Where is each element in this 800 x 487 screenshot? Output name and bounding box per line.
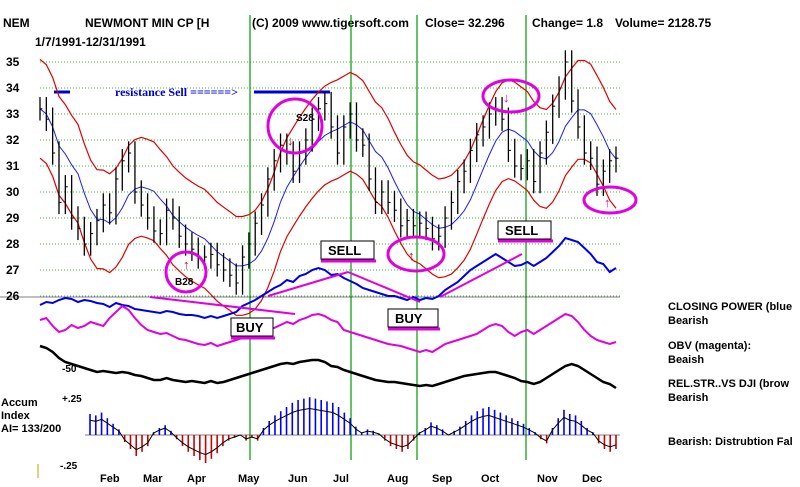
month-tick-label: Apr bbox=[187, 473, 207, 485]
accum-ma-line bbox=[89, 407, 617, 456]
rel-str-title: REL.STR..VS DJI (brow bbox=[668, 378, 789, 390]
ai-value: AI= 133/200 bbox=[1, 423, 61, 435]
s28-label: S28 bbox=[296, 113, 314, 124]
up-arrow-icon: ↑ bbox=[183, 257, 190, 272]
ticker-label: NEM bbox=[3, 16, 30, 30]
down-arrow-icon: ↓ bbox=[503, 90, 510, 105]
indicator-lines bbox=[39, 236, 617, 390]
y-tick-label: 32 bbox=[6, 133, 20, 147]
accum-tick-top: +.25 bbox=[62, 394, 82, 405]
b28-circle bbox=[164, 250, 208, 294]
y-tick-label: 28 bbox=[6, 237, 20, 251]
month-tick-label: Feb bbox=[100, 473, 120, 485]
price-axis-ticks: 35 34 33 32 31 30 29 28 27 26 bbox=[6, 55, 20, 303]
month-tick-label: Sep bbox=[432, 473, 452, 485]
resistance-sell-label: resistance Sell ======> bbox=[115, 85, 238, 99]
lower-band-line bbox=[39, 157, 617, 316]
date-range: 1/7/1991-12/31/1991 bbox=[35, 35, 146, 49]
closing-power-line bbox=[39, 236, 617, 320]
b28-label: B28 bbox=[175, 277, 194, 288]
month-tick-label: Jun bbox=[288, 473, 308, 485]
cp-trendline bbox=[267, 271, 349, 297]
obv-line bbox=[39, 304, 617, 354]
cp-trendline bbox=[347, 271, 421, 303]
y-tick-label: 35 bbox=[6, 55, 20, 69]
sell-label-jul: SELL bbox=[328, 243, 361, 258]
y-tick-label: 29 bbox=[6, 211, 20, 225]
buy-signal-aug: BUY bbox=[387, 308, 440, 331]
dec-circle bbox=[582, 185, 638, 215]
month-tick-label: Mar bbox=[143, 473, 163, 485]
accum-title: Accum bbox=[1, 397, 38, 409]
month-tick-label: Dec bbox=[582, 473, 602, 485]
accum-tick-bottom: -.25 bbox=[60, 461, 78, 472]
down-arrow-icon: ↓ bbox=[287, 133, 294, 148]
obv-status: Beaish bbox=[668, 354, 704, 366]
cp-trendline bbox=[149, 296, 296, 315]
y-tick-label: 26 bbox=[6, 289, 20, 303]
closing-power-title: CLOSING POWER (blue bbox=[668, 301, 792, 313]
month-axis: Feb Mar Apr May Jun Jul Aug Sep Oct Nov Dec bbox=[100, 473, 602, 485]
company-title: NEWMONT MIN CP [H bbox=[85, 16, 209, 30]
closing-power-status: Bearish bbox=[668, 315, 709, 327]
y-tick-label: 31 bbox=[6, 159, 20, 173]
upper-band-line bbox=[39, 58, 617, 218]
price-bars bbox=[39, 50, 619, 295]
sell-signal-oct: SELL bbox=[497, 220, 553, 243]
rel-str-zero-label: -50 bbox=[62, 364, 77, 375]
obv-title: OBV (magenta): bbox=[668, 340, 751, 352]
sell-circle-oct bbox=[481, 78, 541, 114]
accum-summary: Bearish: Distrubtion Fal bbox=[668, 436, 793, 448]
month-tick-label: Nov bbox=[537, 473, 559, 485]
cp-trendline bbox=[439, 253, 523, 298]
month-tick-label: Aug bbox=[387, 473, 408, 485]
accum-subtitle: Index bbox=[1, 410, 31, 422]
buy-label-may: BUY bbox=[236, 320, 264, 335]
month-tick-label: May bbox=[238, 473, 260, 485]
copyright-label: (C) 2009 www.tigersoft.com bbox=[252, 16, 409, 30]
y-tick-label: 33 bbox=[6, 107, 20, 121]
envelope-bands bbox=[39, 58, 617, 316]
month-tick-label: Oct bbox=[481, 473, 500, 485]
month-tick-label: Jul bbox=[333, 473, 349, 485]
rel-str-status: Bearish bbox=[668, 392, 709, 404]
buy-circle-aug bbox=[386, 235, 446, 273]
up-arrow-icon: ↑ bbox=[408, 248, 415, 263]
sell-signal-jul: SELL bbox=[320, 240, 376, 263]
s28-circle bbox=[266, 97, 324, 155]
y-tick-label: 30 bbox=[6, 185, 20, 199]
rel-str-line bbox=[39, 344, 617, 390]
close-value: Close= 32.296 bbox=[425, 16, 505, 30]
buy-label-aug: BUY bbox=[395, 311, 423, 326]
y-tick-label: 34 bbox=[6, 81, 20, 95]
moving-average-line bbox=[39, 108, 617, 267]
y-tick-label: 27 bbox=[6, 263, 20, 277]
signal-lines bbox=[249, 15, 527, 460]
volume-value: Volume= 2128.75 bbox=[615, 16, 711, 30]
buy-signal-may: BUY bbox=[230, 317, 275, 340]
sell-label-oct: SELL bbox=[505, 223, 538, 238]
accum-bars bbox=[89, 397, 617, 463]
up-arrow-icon: ↑ bbox=[604, 195, 611, 210]
change-value: Change= 1.8 bbox=[532, 16, 603, 30]
